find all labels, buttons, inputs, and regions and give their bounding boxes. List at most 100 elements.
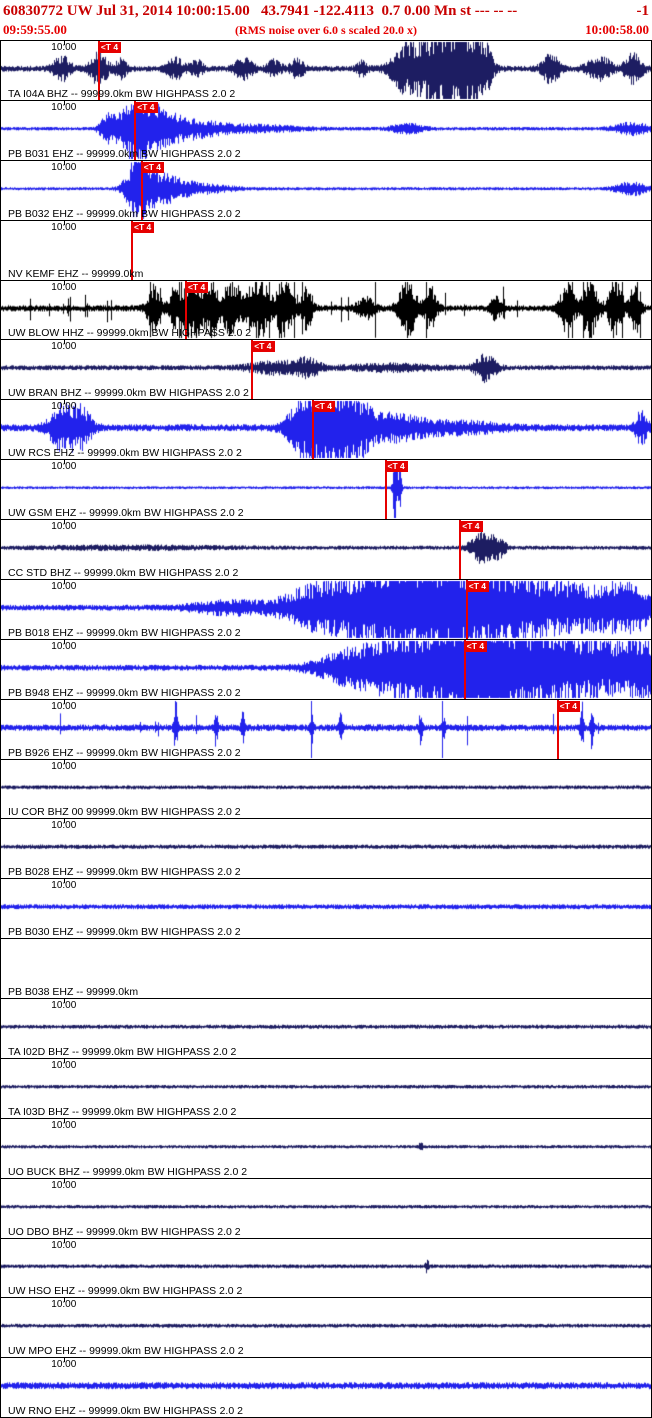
minute-tick bbox=[63, 819, 65, 824]
pick-line bbox=[97, 41, 100, 100]
pick-flag-box: <T 4 bbox=[251, 341, 275, 353]
trace-row: 10:00 TA I02D BHZ -- 99999.0km BW HIGHPA… bbox=[1, 998, 651, 1058]
station-label[interactable]: UW RCS EHZ -- 99999.0km BW HIGHPASS 2.0 … bbox=[8, 447, 242, 460]
station-label[interactable]: PB B948 EHZ -- 99999.0km BW HIGHPASS 2.0… bbox=[8, 686, 241, 699]
station-label[interactable]: TA I04A BHZ -- 99999.0km BW HIGHPASS 2.0… bbox=[8, 87, 236, 100]
minute-time-label: 10:00 bbox=[51, 580, 77, 592]
pick-flag-label: <T 4 bbox=[466, 640, 485, 651]
station-label[interactable]: IU COR BHZ 00 99999.0km BW HIGHPASS 2.0 … bbox=[8, 806, 241, 819]
pick-flag-box: <T 4 bbox=[184, 281, 209, 293]
waveform-canvas[interactable] bbox=[1, 1358, 651, 1418]
minute-time-label: 10:00 bbox=[51, 221, 77, 233]
minute-tick bbox=[63, 699, 65, 704]
trace-list: 10:00 <T 4 TA I04A BHZ -- 99999.0km BW H… bbox=[0, 40, 652, 1418]
trace-row: 10:00 <T 4 UW BRAN BHZ -- 99999.0km BW H… bbox=[1, 339, 651, 400]
minute-tick bbox=[63, 220, 65, 225]
station-label[interactable]: PB B926 EHZ -- 99999.0km BW HIGHPASS 2.0… bbox=[8, 746, 241, 759]
station-label[interactable]: TA I02D BHZ -- 99999.0km BW HIGHPASS 2.0… bbox=[8, 1045, 237, 1058]
trace-row: 10:00 <T 4 TA I04A BHZ -- 99999.0km BW H… bbox=[1, 40, 651, 100]
trace-row: 10:00 UO DBO BHZ -- 99999.0km BW HIGHPAS… bbox=[1, 1177, 651, 1238]
waveform-canvas[interactable] bbox=[1, 1298, 651, 1358]
waveform-canvas[interactable] bbox=[1, 939, 651, 998]
waveform-canvas[interactable] bbox=[1, 879, 651, 939]
station-label[interactable]: PB B031 EHZ -- 99999.0km BW HIGHPASS 2.0… bbox=[8, 147, 241, 160]
minute-time-label: 10:00 bbox=[51, 700, 77, 712]
pick-flag-box: <T 4 bbox=[311, 401, 335, 413]
trace-row: 10:00 <T 4 PB B031 EHZ -- 99999.0km BW H… bbox=[1, 99, 651, 160]
pick-flag-box: <T 4 bbox=[556, 700, 580, 712]
waveform-canvas[interactable] bbox=[1, 579, 651, 639]
window-start-time: 09:59:55.00 bbox=[3, 22, 67, 37]
waveform-canvas[interactable] bbox=[1, 759, 651, 819]
waveform-canvas[interactable] bbox=[1, 340, 651, 400]
trace-row: 10:00 <T 4 PB B948 EHZ -- 99999.0km BW H… bbox=[1, 638, 651, 699]
minute-tick bbox=[63, 340, 65, 345]
minute-tick bbox=[63, 160, 65, 165]
pick-flag-box: <T 4 bbox=[97, 42, 122, 53]
waveform-canvas[interactable] bbox=[1, 460, 651, 519]
minute-tick bbox=[63, 400, 65, 405]
trace-row: 10:00 PB B028 EHZ -- 99999.0km BW HIGHPA… bbox=[1, 818, 651, 879]
station-label[interactable]: UW HSO EHZ -- 99999.0km BW HIGHPASS 2.0 … bbox=[8, 1285, 243, 1298]
minute-tick bbox=[63, 100, 65, 105]
waveform-canvas[interactable] bbox=[1, 999, 651, 1058]
waveform-canvas[interactable] bbox=[1, 520, 651, 579]
trace-row: 10:00 UO BUCK BHZ -- 99999.0km BW HIGHPA… bbox=[1, 1117, 651, 1178]
station-label[interactable]: UW MPO EHZ -- 99999.0km BW HIGHPASS 2.0 … bbox=[8, 1345, 244, 1358]
minute-tick bbox=[63, 999, 65, 1003]
pick-line bbox=[131, 220, 133, 280]
waveform-canvas[interactable] bbox=[1, 1238, 651, 1298]
minute-tick bbox=[63, 759, 65, 764]
waveform-canvas[interactable] bbox=[1, 280, 651, 340]
minute-time-label: 10:00 bbox=[51, 101, 77, 113]
header: 60830772 UW Jul 31, 2014 10:00:15.00 43.… bbox=[0, 0, 652, 40]
minute-tick bbox=[63, 639, 65, 644]
station-label[interactable]: CC STD BHZ -- 99999.0km BW HIGHPASS 2.0 … bbox=[8, 566, 239, 579]
station-label[interactable]: PB B018 EHZ -- 99999.0km BW HIGHPASS 2.0… bbox=[8, 626, 241, 639]
station-label[interactable]: UW BLOW HHZ -- 99999.0km BW HIGHPASS 2.0… bbox=[8, 327, 252, 340]
waveform-canvas[interactable] bbox=[1, 1118, 651, 1178]
waveform-canvas[interactable] bbox=[1, 1058, 651, 1118]
station-label[interactable]: UO BUCK BHZ -- 99999.0km BW HIGHPASS 2.0… bbox=[8, 1165, 248, 1178]
waveform-canvas[interactable] bbox=[1, 1178, 651, 1238]
station-label[interactable]: PB B038 EHZ -- 99999.0km bbox=[8, 986, 139, 998]
pick-flag-box: <T 4 bbox=[140, 161, 164, 173]
station-label[interactable]: UW RNO EHZ -- 99999.0km BW HIGHPASS 2.0 … bbox=[8, 1405, 243, 1418]
waveform-canvas[interactable] bbox=[1, 699, 651, 759]
trace-row: 10:00 <T 4 PB B926 EHZ -- 99999.0km BW H… bbox=[1, 698, 651, 759]
waveform-canvas[interactable] bbox=[1, 160, 651, 220]
waveform-canvas[interactable] bbox=[1, 639, 651, 699]
minute-time-label: 10:00 bbox=[51, 341, 77, 353]
minute-time-label: 10:00 bbox=[51, 1239, 77, 1251]
minute-tick bbox=[63, 280, 65, 285]
pick-flag-box: <T 4 bbox=[131, 221, 155, 233]
minute-time-label: 10:00 bbox=[51, 42, 77, 53]
minute-tick bbox=[63, 1358, 65, 1363]
waveform-canvas[interactable] bbox=[1, 220, 651, 280]
minute-time-label: 10:00 bbox=[51, 640, 77, 652]
pick-line bbox=[463, 639, 466, 699]
waveform-canvas[interactable] bbox=[1, 819, 651, 879]
minute-time-label: 10:00 bbox=[51, 1299, 77, 1311]
waveform-canvas[interactable] bbox=[1, 100, 651, 160]
trace-row: 10:00 PB B030 EHZ -- 99999.0km BW HIGHPA… bbox=[1, 878, 651, 939]
trace-row: PB B038 EHZ -- 99999.0km bbox=[1, 938, 651, 998]
station-label[interactable]: NV KEMF EHZ -- 99999.0km bbox=[8, 267, 144, 280]
minute-time-label: 10:00 bbox=[51, 401, 77, 413]
station-label[interactable]: UW BRAN BHZ -- 99999.0km BW HIGHPASS 2.0… bbox=[8, 387, 249, 400]
minute-time-label: 10:00 bbox=[51, 760, 77, 772]
station-label[interactable]: PB B032 EHZ -- 99999.0km BW HIGHPASS 2.0… bbox=[8, 207, 241, 220]
pick-flag-label: <T 4 bbox=[314, 401, 332, 412]
minute-time-label: 10:00 bbox=[51, 880, 77, 892]
station-label[interactable]: PB B028 EHZ -- 99999.0km BW HIGHPASS 2.0… bbox=[8, 866, 241, 879]
minute-time-label: 10:00 bbox=[51, 161, 77, 173]
station-label[interactable]: UO DBO BHZ -- 99999.0km BW HIGHPASS 2.0 … bbox=[8, 1225, 241, 1238]
station-label[interactable]: UW GSM EHZ -- 99999.0km BW HIGHPASS 2.0 … bbox=[8, 507, 244, 519]
station-label[interactable]: PB B030 EHZ -- 99999.0km BW HIGHPASS 2.0… bbox=[8, 926, 241, 939]
minute-tick bbox=[63, 1118, 65, 1123]
minute-time-label: 10:00 bbox=[51, 1179, 77, 1191]
trace-row: 10:00 <T 4 UW BLOW HHZ -- 99999.0km BW H… bbox=[1, 279, 651, 340]
pick-flag-label: <T 4 bbox=[187, 281, 206, 292]
station-label[interactable]: TA I03D BHZ -- 99999.0km BW HIGHPASS 2.0… bbox=[8, 1105, 237, 1118]
